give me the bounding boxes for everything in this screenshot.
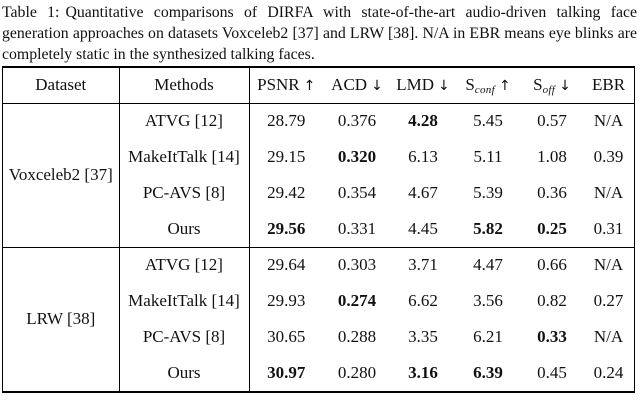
metric-value-cell: 0.27 bbox=[593, 291, 624, 310]
down-arrow-icon: ↓ bbox=[438, 77, 450, 94]
metric-value-cell: 29.56 bbox=[267, 218, 306, 238]
table-row: MakeItTalk [14] 29.15 0.320 6.13 5.11 1.… bbox=[3, 139, 634, 175]
method-cell: Ours bbox=[119, 355, 250, 391]
metric-value-cell: 0.36 bbox=[537, 183, 567, 202]
metric-value-cell: 0.303 bbox=[323, 246, 391, 283]
header-cell-acd: ACD ↓ bbox=[323, 68, 391, 104]
method-cell: Ours bbox=[119, 211, 250, 247]
metric-value-cell: 5.11 bbox=[473, 147, 503, 166]
method-cell: MakeItTalk [14] bbox=[119, 139, 250, 175]
table-caption-text: Quantitative comparisons of DIRFA with s… bbox=[2, 4, 637, 63]
comparison-table: Dataset Methods PSNR ↑ ACD ↓ LMD ↓ Sconf ↑ S… bbox=[3, 68, 634, 391]
down-arrow-icon: ↓ bbox=[559, 77, 571, 94]
metric-value-cell: 0.274 bbox=[337, 291, 377, 310]
metric-value-cell: 0.320 bbox=[337, 147, 377, 166]
metric-value-cell: 0.82 bbox=[537, 291, 567, 310]
metric-value-cell: 0.331 bbox=[337, 218, 377, 238]
header-cell-psnr: PSNR ↑ bbox=[249, 68, 323, 104]
table-row: PC-AVS [8] 29.42 0.354 4.67 5.39 0.36 N/… bbox=[3, 175, 634, 211]
metric-value-cell: 4.67 bbox=[408, 183, 438, 202]
metric-value-cell: 30.97 bbox=[267, 363, 306, 382]
up-arrow-icon: ↑ bbox=[303, 77, 316, 94]
metric-value-cell: N/A bbox=[583, 246, 634, 283]
metric-value-cell: 1.08 bbox=[537, 147, 567, 166]
metric-value-cell: N/A bbox=[593, 111, 624, 131]
metric-value-cell: 0.57 bbox=[537, 111, 567, 131]
metric-name: ACD bbox=[331, 74, 368, 94]
metric-value-cell: 6.13 bbox=[408, 147, 438, 166]
metric-value-cell: 0.66 bbox=[521, 246, 583, 283]
dataset-cell-voxceleb2: Voxceleb2 [37] bbox=[3, 103, 120, 247]
up-arrow-icon: ↑ bbox=[498, 77, 511, 94]
metric-value-cell: 5.82 bbox=[473, 218, 503, 238]
metric-subscript: conf bbox=[474, 83, 495, 96]
metric-value-cell: 28.79 bbox=[267, 111, 306, 131]
metric-value-cell: 29.15 bbox=[267, 147, 306, 166]
table-row: Ours 29.56 0.331 4.45 5.82 0.25 0.31 bbox=[3, 211, 634, 247]
metric-value-cell: 0.280 bbox=[337, 363, 377, 382]
metric-value-cell: 3.16 bbox=[408, 363, 438, 382]
dataset-cell-lrw: LRW [38] bbox=[3, 246, 120, 391]
metric-value-cell: 6.21 bbox=[473, 327, 503, 346]
table-row: PC-AVS [8] 30.65 0.288 3.35 6.21 0.33 N/… bbox=[3, 319, 634, 355]
table-row: MakeItTalk [14] 29.93 0.274 6.62 3.56 0.… bbox=[3, 283, 634, 319]
header-cell-sconf: Sconf ↑ bbox=[455, 68, 521, 104]
table-row: Ours 30.97 0.280 3.16 6.39 0.45 0.24 bbox=[3, 355, 634, 391]
metric-value-cell: 0.39 bbox=[593, 147, 624, 166]
metric-value-cell: 0.45 bbox=[537, 363, 567, 382]
comparison-table-frame: Dataset Methods PSNR ↑ ACD ↓ LMD ↓ Sconf ↑ S… bbox=[2, 66, 635, 393]
metric-value-cell: 6.39 bbox=[473, 363, 503, 382]
metric-value-cell: 29.64 bbox=[249, 246, 323, 283]
metric-value-cell: 4.45 bbox=[408, 218, 438, 238]
table-caption: Table 1: Quantitative comparisons of DIRF… bbox=[0, 0, 640, 65]
table-header-row: Dataset Methods PSNR ↑ ACD ↓ LMD ↓ Sconf ↑ S… bbox=[3, 68, 634, 104]
metric-value-cell: N/A bbox=[593, 327, 624, 346]
metric-value-cell: 6.62 bbox=[408, 291, 438, 310]
metric-name: LMD bbox=[396, 74, 435, 94]
method-cell: PC-AVS [8] bbox=[119, 175, 250, 211]
metric-value-cell: 0.24 bbox=[593, 363, 624, 382]
metric-subscript: off bbox=[542, 83, 556, 96]
metric-value-cell: 0.25 bbox=[537, 218, 567, 238]
table-caption-label: Table 1: bbox=[2, 4, 60, 21]
metric-value-cell: 3.71 bbox=[391, 246, 455, 283]
down-arrow-icon: ↓ bbox=[371, 77, 383, 94]
method-cell: MakeItTalk [14] bbox=[119, 283, 250, 319]
method-cell: ATVG [12] bbox=[119, 246, 250, 283]
metric-value-cell: 4.28 bbox=[408, 111, 438, 131]
metric-value-cell: 4.47 bbox=[455, 246, 521, 283]
metric-name: PSNR bbox=[257, 74, 300, 94]
metric-value-cell: 0.354 bbox=[337, 183, 377, 202]
metric-value-cell: 29.42 bbox=[267, 183, 306, 202]
metric-value-cell: 5.45 bbox=[473, 111, 503, 131]
header-cell-lmd: LMD ↓ bbox=[391, 68, 455, 104]
metric-value-cell: 0.288 bbox=[337, 327, 377, 346]
header-cell-methods: Methods bbox=[119, 68, 250, 104]
metric-name: EBR bbox=[591, 74, 626, 94]
metric-name: S bbox=[465, 74, 475, 94]
header-cell-dataset: Dataset bbox=[3, 68, 120, 104]
metric-value-cell: 0.31 bbox=[593, 218, 624, 238]
metric-value-cell: 5.39 bbox=[473, 183, 503, 202]
metric-name: S bbox=[533, 74, 543, 94]
metric-value-cell: 3.56 bbox=[473, 291, 503, 310]
header-cell-ebr: EBR bbox=[583, 68, 634, 104]
method-cell: PC-AVS [8] bbox=[119, 319, 250, 355]
metric-value-cell: N/A bbox=[593, 183, 624, 202]
method-cell: ATVG [12] bbox=[119, 103, 250, 139]
header-cell-soff: Soff ↓ bbox=[521, 68, 583, 104]
metric-value-cell: 30.65 bbox=[267, 327, 306, 346]
metric-value-cell: 0.376 bbox=[337, 111, 377, 131]
metric-value-cell: 29.93 bbox=[267, 291, 306, 310]
table-row: Voxceleb2 [37] ATVG [12] 28.79 0.376 4.2… bbox=[3, 103, 634, 247]
table-row: LRW [38] ATVG [12] 29.64 0.303 3.71 4.47… bbox=[3, 246, 634, 391]
metric-value-cell: 3.35 bbox=[408, 327, 438, 346]
metric-value-cell: 0.33 bbox=[537, 327, 567, 346]
